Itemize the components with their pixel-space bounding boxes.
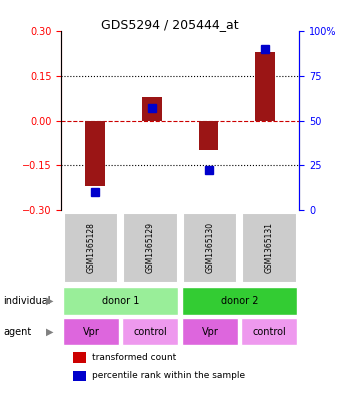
Text: donor 1: donor 1	[102, 296, 139, 306]
FancyBboxPatch shape	[242, 213, 297, 283]
FancyBboxPatch shape	[64, 213, 118, 283]
FancyBboxPatch shape	[63, 318, 119, 345]
FancyBboxPatch shape	[122, 318, 178, 345]
Text: control: control	[253, 327, 286, 337]
Text: GSM1365130: GSM1365130	[205, 222, 215, 273]
Text: transformed count: transformed count	[92, 353, 176, 362]
Text: Vpr: Vpr	[202, 327, 218, 337]
FancyBboxPatch shape	[241, 318, 298, 345]
FancyBboxPatch shape	[182, 318, 238, 345]
Text: GSM1365131: GSM1365131	[265, 222, 274, 273]
Text: ▶: ▶	[46, 296, 53, 306]
Text: donor 2: donor 2	[221, 296, 258, 306]
Text: percentile rank within the sample: percentile rank within the sample	[92, 371, 245, 380]
Bar	[73, 352, 86, 363]
Text: GDS5294 / 205444_at: GDS5294 / 205444_at	[101, 18, 239, 31]
Bar	[255, 52, 275, 121]
Text: ▶: ▶	[46, 327, 53, 337]
Text: Vpr: Vpr	[83, 327, 99, 337]
Bar	[199, 121, 218, 150]
Text: GSM1365129: GSM1365129	[146, 222, 155, 273]
FancyBboxPatch shape	[183, 213, 237, 283]
FancyBboxPatch shape	[63, 287, 178, 315]
Text: control: control	[134, 327, 167, 337]
Bar	[85, 121, 105, 186]
Text: agent: agent	[3, 327, 32, 337]
Bar	[73, 371, 86, 381]
Bar	[142, 97, 162, 121]
FancyBboxPatch shape	[182, 287, 298, 315]
Text: GSM1365128: GSM1365128	[86, 222, 96, 273]
FancyBboxPatch shape	[123, 213, 178, 283]
Text: individual: individual	[3, 296, 51, 306]
